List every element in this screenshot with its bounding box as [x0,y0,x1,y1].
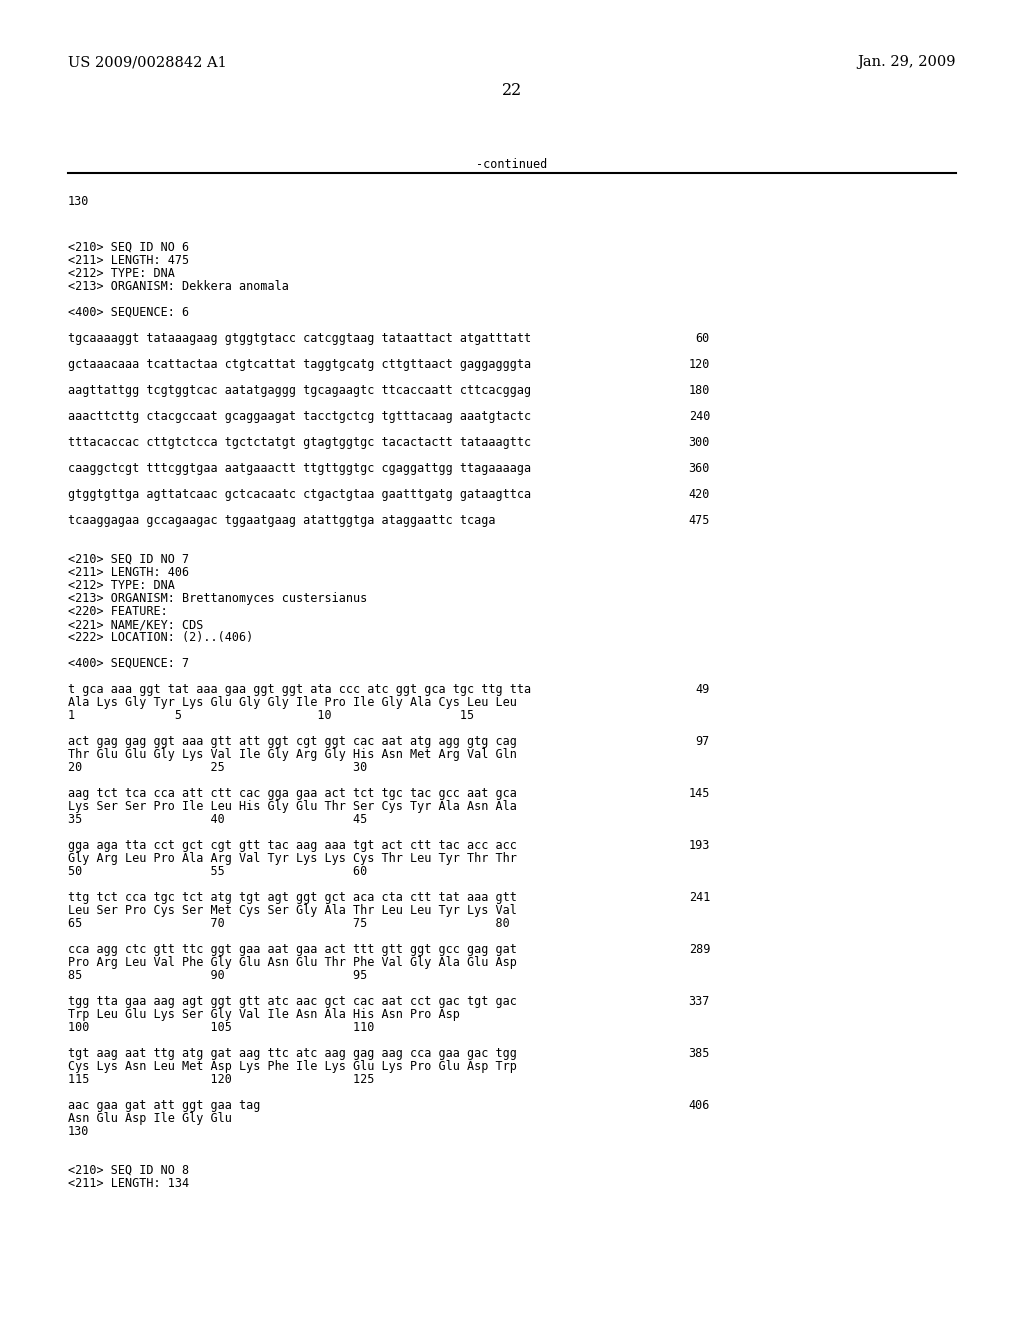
Text: 337: 337 [688,995,710,1008]
Text: gga aga tta cct gct cgt gtt tac aag aaa tgt act ctt tac acc acc: gga aga tta cct gct cgt gtt tac aag aaa … [68,840,517,851]
Text: 241: 241 [688,891,710,904]
Text: 130: 130 [68,1125,89,1138]
Text: Thr Glu Glu Gly Lys Val Ile Gly Arg Gly His Asn Met Arg Val Gln: Thr Glu Glu Gly Lys Val Ile Gly Arg Gly … [68,748,517,762]
Text: aaacttcttg ctacgccaat gcaggaagat tacctgctcg tgtttacaag aaatgtactc: aaacttcttg ctacgccaat gcaggaagat tacctgc… [68,411,531,422]
Text: 120: 120 [688,358,710,371]
Text: 420: 420 [688,488,710,502]
Text: aagttattgg tcgtggtcac aatatgaggg tgcagaagtc ttcaccaatt cttcacggag: aagttattgg tcgtggtcac aatatgaggg tgcagaa… [68,384,531,397]
Text: <210> SEQ ID NO 6: <210> SEQ ID NO 6 [68,242,189,253]
Text: t gca aaa ggt tat aaa gaa ggt ggt ata ccc atc ggt gca tgc ttg tta: t gca aaa ggt tat aaa gaa ggt ggt ata cc… [68,682,531,696]
Text: Ala Lys Gly Tyr Lys Glu Gly Gly Ile Pro Ile Gly Ala Cys Leu Leu: Ala Lys Gly Tyr Lys Glu Gly Gly Ile Pro … [68,696,517,709]
Text: <210> SEQ ID NO 8: <210> SEQ ID NO 8 [68,1164,189,1177]
Text: Asn Glu Asp Ile Gly Glu: Asn Glu Asp Ile Gly Glu [68,1111,231,1125]
Text: Leu Ser Pro Cys Ser Met Cys Ser Gly Ala Thr Leu Leu Tyr Lys Val: Leu Ser Pro Cys Ser Met Cys Ser Gly Ala … [68,904,517,917]
Text: 385: 385 [688,1047,710,1060]
Text: 49: 49 [695,682,710,696]
Text: 145: 145 [688,787,710,800]
Text: tgt aag aat ttg atg gat aag ttc atc aag gag aag cca gaa gac tgg: tgt aag aat ttg atg gat aag ttc atc aag … [68,1047,517,1060]
Text: 180: 180 [688,384,710,397]
Text: <400> SEQUENCE: 7: <400> SEQUENCE: 7 [68,657,189,671]
Text: cca agg ctc gtt ttc ggt gaa aat gaa act ttt gtt ggt gcc gag gat: cca agg ctc gtt ttc ggt gaa aat gaa act … [68,942,517,956]
Text: 115                 120                 125: 115 120 125 [68,1073,375,1086]
Text: aac gaa gat att ggt gaa tag: aac gaa gat att ggt gaa tag [68,1100,260,1111]
Text: <211> LENGTH: 406: <211> LENGTH: 406 [68,566,189,579]
Text: tttacaccac cttgtctcca tgctctatgt gtagtggtgc tacactactt tataaagttc: tttacaccac cttgtctcca tgctctatgt gtagtgg… [68,436,531,449]
Text: 97: 97 [695,735,710,748]
Text: 65                  70                  75                  80: 65 70 75 80 [68,917,510,931]
Text: <210> SEQ ID NO 7: <210> SEQ ID NO 7 [68,553,189,566]
Text: 360: 360 [688,462,710,475]
Text: tgcaaaaggt tataaagaag gtggtgtacc catcggtaag tataattact atgatttatt: tgcaaaaggt tataaagaag gtggtgtacc catcggt… [68,333,531,345]
Text: 85                  90                  95: 85 90 95 [68,969,368,982]
Text: 300: 300 [688,436,710,449]
Text: 100                 105                 110: 100 105 110 [68,1020,375,1034]
Text: -continued: -continued [476,158,548,172]
Text: <213> ORGANISM: Dekkera anomala: <213> ORGANISM: Dekkera anomala [68,280,289,293]
Text: <211> LENGTH: 134: <211> LENGTH: 134 [68,1177,189,1191]
Text: tcaaggagaa gccagaagac tggaatgaag atattggtga ataggaattc tcaga: tcaaggagaa gccagaagac tggaatgaag atattgg… [68,513,496,527]
Text: Trp Leu Glu Lys Ser Gly Val Ile Asn Ala His Asn Pro Asp: Trp Leu Glu Lys Ser Gly Val Ile Asn Ala … [68,1008,460,1020]
Text: caaggctcgt tttcggtgaa aatgaaactt ttgttggtgc cgaggattgg ttagaaaaga: caaggctcgt tttcggtgaa aatgaaactt ttgttgg… [68,462,531,475]
Text: Cys Lys Asn Leu Met Asp Lys Phe Ile Lys Glu Lys Pro Glu Asp Trp: Cys Lys Asn Leu Met Asp Lys Phe Ile Lys … [68,1060,517,1073]
Text: ttg tct cca tgc tct atg tgt agt ggt gct aca cta ctt tat aaa gtt: ttg tct cca tgc tct atg tgt agt ggt gct … [68,891,517,904]
Text: <222> LOCATION: (2)..(406): <222> LOCATION: (2)..(406) [68,631,253,644]
Text: <212> TYPE: DNA: <212> TYPE: DNA [68,579,175,591]
Text: Gly Arg Leu Pro Ala Arg Val Tyr Lys Lys Cys Thr Leu Tyr Thr Thr: Gly Arg Leu Pro Ala Arg Val Tyr Lys Lys … [68,851,517,865]
Text: <220> FEATURE:: <220> FEATURE: [68,605,168,618]
Text: act gag gag ggt aaa gtt att ggt cgt ggt cac aat atg agg gtg cag: act gag gag ggt aaa gtt att ggt cgt ggt … [68,735,517,748]
Text: aag tct tca cca att ctt cac gga gaa act tct tgc tac gcc aat gca: aag tct tca cca att ctt cac gga gaa act … [68,787,517,800]
Text: tgg tta gaa aag agt ggt gtt atc aac gct cac aat cct gac tgt gac: tgg tta gaa aag agt ggt gtt atc aac gct … [68,995,517,1008]
Text: 475: 475 [688,513,710,527]
Text: <400> SEQUENCE: 6: <400> SEQUENCE: 6 [68,306,189,319]
Text: 130: 130 [68,195,89,209]
Text: gtggtgttga agttatcaac gctcacaatc ctgactgtaa gaatttgatg gataagttca: gtggtgttga agttatcaac gctcacaatc ctgactg… [68,488,531,502]
Text: <221> NAME/KEY: CDS: <221> NAME/KEY: CDS [68,618,204,631]
Text: 193: 193 [688,840,710,851]
Text: 50                  55                  60: 50 55 60 [68,865,368,878]
Text: 406: 406 [688,1100,710,1111]
Text: 240: 240 [688,411,710,422]
Text: <213> ORGANISM: Brettanomyces custersianus: <213> ORGANISM: Brettanomyces custersian… [68,591,368,605]
Text: US 2009/0028842 A1: US 2009/0028842 A1 [68,55,226,69]
Text: Jan. 29, 2009: Jan. 29, 2009 [857,55,956,69]
Text: 60: 60 [695,333,710,345]
Text: 1              5                   10                  15: 1 5 10 15 [68,709,474,722]
Text: Lys Ser Ser Pro Ile Leu His Gly Glu Thr Ser Cys Tyr Ala Asn Ala: Lys Ser Ser Pro Ile Leu His Gly Glu Thr … [68,800,517,813]
Text: gctaaacaaa tcattactaa ctgtcattat taggtgcatg cttgttaact gaggagggta: gctaaacaaa tcattactaa ctgtcattat taggtgc… [68,358,531,371]
Text: 289: 289 [688,942,710,956]
Text: <212> TYPE: DNA: <212> TYPE: DNA [68,267,175,280]
Text: 20                  25                  30: 20 25 30 [68,762,368,774]
Text: 35                  40                  45: 35 40 45 [68,813,368,826]
Text: <211> LENGTH: 475: <211> LENGTH: 475 [68,253,189,267]
Text: 22: 22 [502,82,522,99]
Text: Pro Arg Leu Val Phe Gly Glu Asn Glu Thr Phe Val Gly Ala Glu Asp: Pro Arg Leu Val Phe Gly Glu Asn Glu Thr … [68,956,517,969]
